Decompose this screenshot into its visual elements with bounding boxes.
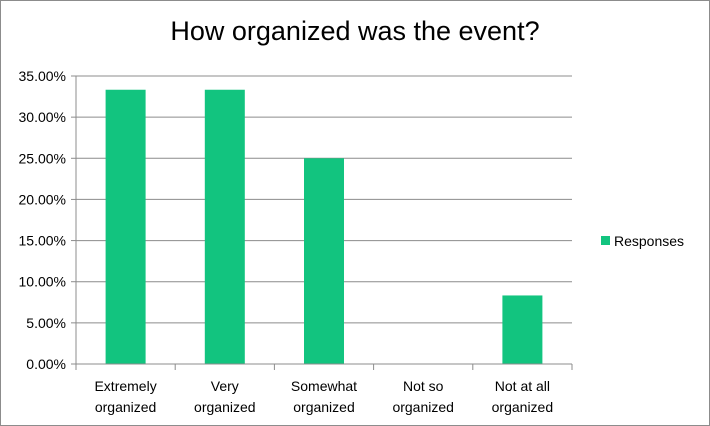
bar xyxy=(304,158,344,364)
bar xyxy=(502,295,543,364)
x-category-label: organized xyxy=(95,399,157,415)
legend: Responses xyxy=(601,233,684,249)
legend-swatch xyxy=(601,236,610,245)
bars xyxy=(105,89,543,365)
y-tick-label: 0.00% xyxy=(26,356,66,372)
x-category-label: organized xyxy=(392,399,454,415)
x-category-label: organized xyxy=(492,399,554,415)
legend-label: Responses xyxy=(614,233,684,249)
x-category-label: Not so xyxy=(403,378,444,394)
y-tick-label: 25.00% xyxy=(19,150,66,166)
y-tick-label: 10.00% xyxy=(19,274,66,290)
bar xyxy=(204,89,245,365)
x-category-label: Not at all xyxy=(495,378,550,394)
bar xyxy=(105,89,146,365)
y-tick-label: 30.00% xyxy=(19,109,66,125)
x-category-label: Very xyxy=(211,378,239,394)
x-category-label: organized xyxy=(194,399,256,415)
x-category-label: Extremely xyxy=(94,378,156,394)
y-tick-label: 20.00% xyxy=(19,191,66,207)
y-tick-label: 15.00% xyxy=(19,233,66,249)
x-category-label: Somewhat xyxy=(291,378,357,394)
y-tick-label: 35.00% xyxy=(19,68,66,84)
chart-title: How organized was the event? xyxy=(170,16,540,46)
y-tick-label: 5.00% xyxy=(26,315,66,331)
x-category-label: organized xyxy=(293,399,355,415)
y-axis: 0.00% 5.00% 10.00% 15.00% 20.00% 25.00% 30.00%… xyxy=(19,68,77,372)
x-axis: Extremely organized Very organized Somewhat o… xyxy=(75,363,573,415)
